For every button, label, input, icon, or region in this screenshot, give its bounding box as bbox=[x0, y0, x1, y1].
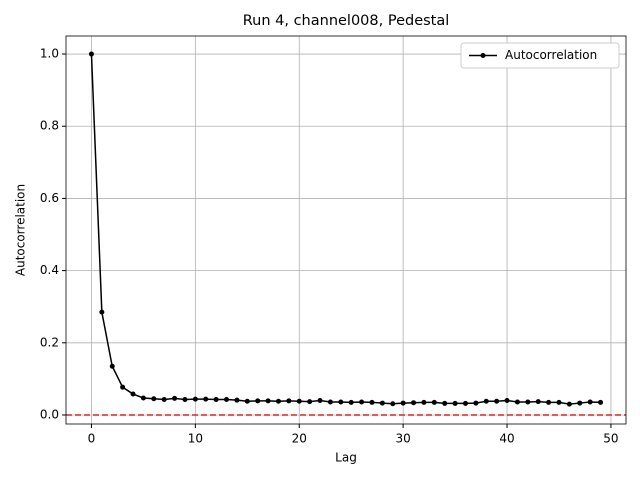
point bbox=[224, 396, 230, 402]
point bbox=[473, 400, 479, 406]
point bbox=[369, 399, 375, 405]
y-axis-label: Autocorrelation bbox=[14, 184, 28, 276]
point bbox=[151, 396, 157, 402]
point bbox=[275, 398, 281, 404]
point bbox=[109, 363, 115, 369]
x-tick-label: 40 bbox=[499, 432, 514, 446]
point bbox=[234, 397, 240, 403]
point bbox=[462, 400, 468, 406]
y-tick-label: 0.6 bbox=[40, 191, 59, 205]
point bbox=[598, 399, 604, 405]
y-tick-label: 0.4 bbox=[40, 263, 59, 277]
point bbox=[192, 396, 198, 402]
axes-frame bbox=[65, 35, 627, 425]
point bbox=[88, 51, 94, 57]
point bbox=[265, 398, 271, 404]
x-tick-label: 10 bbox=[188, 432, 203, 446]
point bbox=[338, 399, 344, 405]
point bbox=[400, 400, 406, 406]
point bbox=[244, 398, 250, 404]
point bbox=[556, 399, 562, 405]
point bbox=[203, 396, 209, 402]
point bbox=[172, 395, 178, 401]
point bbox=[348, 399, 354, 405]
point bbox=[213, 396, 219, 402]
point bbox=[504, 398, 510, 404]
x-tick-label: 50 bbox=[603, 432, 618, 446]
point bbox=[327, 399, 333, 405]
x-axis-label: Lag bbox=[335, 451, 357, 465]
point bbox=[161, 396, 167, 402]
point bbox=[483, 398, 489, 404]
point bbox=[421, 399, 427, 405]
point bbox=[99, 309, 105, 315]
point bbox=[577, 400, 583, 406]
point bbox=[566, 401, 572, 407]
point bbox=[130, 391, 136, 397]
point bbox=[182, 396, 188, 402]
point bbox=[494, 398, 500, 404]
point bbox=[535, 399, 541, 405]
point bbox=[390, 401, 396, 407]
point bbox=[286, 398, 292, 404]
x-tick-label: 20 bbox=[292, 432, 307, 446]
x-tick-label: 0 bbox=[88, 432, 96, 446]
point bbox=[359, 399, 365, 405]
point bbox=[307, 399, 313, 405]
x-tick-label: 30 bbox=[396, 432, 411, 446]
point bbox=[525, 399, 531, 405]
point bbox=[452, 400, 458, 406]
point bbox=[255, 398, 261, 404]
y-tick-label: 0.8 bbox=[40, 119, 59, 133]
legend-label: Autocorrelation bbox=[505, 48, 597, 62]
point bbox=[120, 384, 126, 390]
point bbox=[317, 398, 323, 404]
point bbox=[296, 398, 302, 404]
point bbox=[546, 399, 552, 405]
y-tick-label: 1.0 bbox=[40, 47, 59, 61]
point bbox=[442, 400, 448, 406]
legend-box bbox=[460, 42, 620, 69]
y-tick-label: 0.2 bbox=[40, 335, 59, 349]
chart-title: Run 4, channel008, Pedestal bbox=[243, 13, 450, 29]
y-tick-label: 0.0 bbox=[40, 407, 59, 421]
legend-marker bbox=[480, 53, 486, 58]
point bbox=[587, 399, 593, 405]
point bbox=[411, 400, 417, 406]
point bbox=[379, 400, 385, 406]
point bbox=[431, 399, 437, 405]
line bbox=[90, 54, 601, 405]
point bbox=[140, 395, 146, 401]
point bbox=[514, 399, 520, 405]
